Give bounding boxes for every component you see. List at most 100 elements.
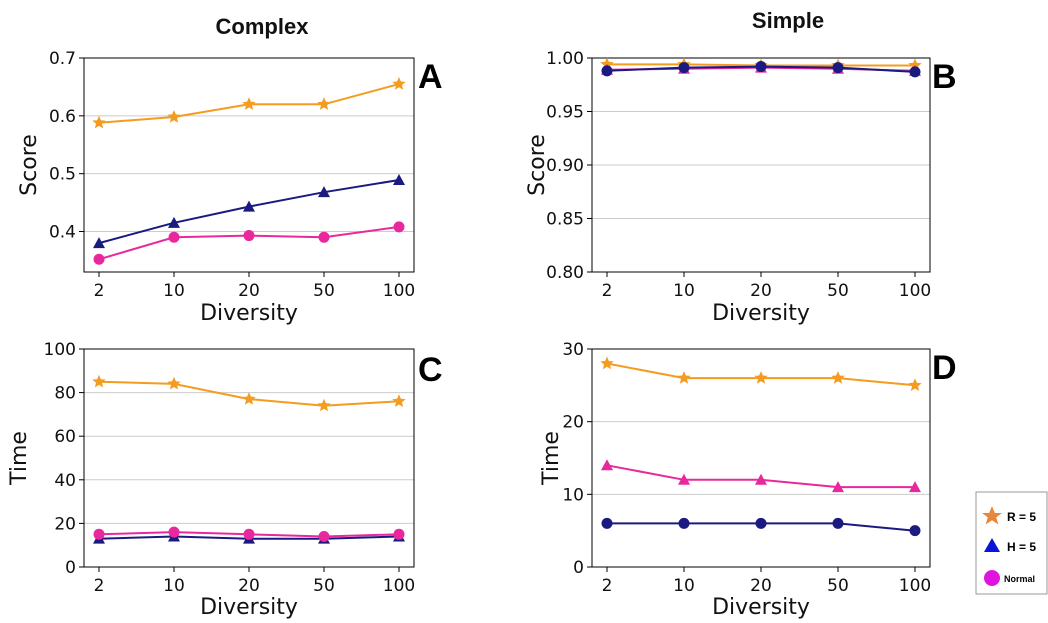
data-point-pink <box>93 528 105 540</box>
y-tick-label: 0.85 <box>546 210 584 230</box>
x-tick-label: 20 <box>750 281 772 301</box>
panel-c: 0 20 40 60 80 100 2 10 20 50 100 Diversity Time C <box>7 340 443 620</box>
x-tick-label: 20 <box>238 281 260 301</box>
x-tick-label: 10 <box>163 576 185 596</box>
x-tick-label: 50 <box>827 281 849 301</box>
x-axis-label: Diversity <box>200 595 298 620</box>
y-tick-label: 0 <box>65 558 76 578</box>
plot-frame <box>591 348 931 568</box>
data-point-pink <box>243 230 255 242</box>
x-tick-label: 2 <box>602 576 613 596</box>
y-tick-label: 80 <box>54 384 76 404</box>
data-point-pink <box>755 473 767 485</box>
y-axis-label: Score <box>525 134 550 196</box>
panels: 0.40.50.60.72 10 20 50 100DiversityScoreA0.8… <box>7 49 957 620</box>
x-tick-label: 2 <box>94 576 105 596</box>
star-icon <box>982 506 1002 525</box>
plot-frame <box>83 348 415 568</box>
y-tick-label: 0.4 <box>49 223 76 243</box>
x-tick-label: 2 <box>602 281 613 301</box>
data-point-navy <box>832 517 844 529</box>
y-tick-label: 0.80 <box>546 263 584 283</box>
x-tick-label: 50 <box>827 576 849 596</box>
panel-letter-c: C <box>418 351 443 389</box>
data-point-orange <box>392 394 406 407</box>
plot-frame <box>591 57 931 273</box>
data-point-orange <box>167 110 181 123</box>
y-tick-label: 20 <box>562 413 584 433</box>
x-tick-label: 100 <box>899 576 931 596</box>
plot-frame <box>83 57 415 273</box>
y-tick-label: 40 <box>54 471 76 491</box>
y-axis-label: Score <box>17 134 42 196</box>
data-point-navy <box>678 62 690 74</box>
y-tick-label: 10 <box>562 485 584 505</box>
x-tick-label: 100 <box>383 576 415 596</box>
data-point-navy <box>678 517 690 529</box>
y-tick-label: 0.6 <box>49 107 76 127</box>
data-point-navy <box>318 186 330 198</box>
data-point-pink <box>318 530 330 542</box>
data-point-orange <box>317 398 331 412</box>
panel-b: 0.80 0.85 0.90 0.95 1.00 2 10 20 50 100 Diversity S… <box>525 49 957 326</box>
data-point-navy <box>601 65 613 77</box>
data-point-orange <box>677 371 691 384</box>
data-point-orange <box>92 374 106 388</box>
legend: R = 5 H = 5 Normal <box>975 491 1048 595</box>
data-point-pink <box>93 253 105 265</box>
data-point-orange <box>392 77 406 90</box>
data-point-navy <box>909 525 921 537</box>
data-point-pink <box>678 473 690 485</box>
x-tick-label: 10 <box>673 281 695 301</box>
y-tick-label: 20 <box>54 514 76 534</box>
y-tick-label: 1.00 <box>546 49 584 69</box>
data-point-orange <box>600 356 614 370</box>
column-title-complex: Complex <box>216 14 310 39</box>
data-point-orange <box>831 371 845 384</box>
data-point-navy <box>393 174 405 186</box>
y-tick-label: 0.7 <box>49 49 76 69</box>
x-tick-label: 20 <box>238 576 260 596</box>
data-point-navy <box>243 200 255 212</box>
data-point-orange <box>242 392 256 405</box>
data-point-navy <box>909 66 921 78</box>
legend-label-r: R = 5 <box>1007 510 1036 524</box>
data-point-pink <box>832 481 844 493</box>
data-point-navy <box>168 216 180 228</box>
y-tick-label: 0.90 <box>546 156 584 176</box>
x-tick-label: 100 <box>383 281 415 301</box>
x-tick-label: 20 <box>750 576 772 596</box>
y-tick-label: 0.5 <box>49 165 76 185</box>
data-point-orange <box>167 376 181 390</box>
panel-letter-a: A <box>418 58 443 96</box>
y-tick-label: 30 <box>562 340 584 360</box>
y-tick-label: 0.95 <box>546 103 584 123</box>
panel-letter-d: D <box>932 349 957 387</box>
data-point-navy <box>755 61 767 73</box>
data-point-pink <box>601 459 613 471</box>
data-point-orange <box>754 371 768 384</box>
panel-d: 0 10 20 30 2 10 20 50 100 Diversity Time D <box>539 340 957 620</box>
circle-icon <box>984 570 1000 586</box>
data-point-pink <box>243 528 255 540</box>
x-axis-label: Diversity <box>712 595 810 620</box>
data-point-orange <box>92 115 106 129</box>
data-point-pink <box>168 231 180 243</box>
triangle-icon <box>984 538 1000 552</box>
data-point-navy <box>601 517 613 529</box>
panel-a: 0.4 0.5 0.6 0.7 2 10 20 50 100 Diversity Score A <box>17 49 443 326</box>
data-point-pink <box>318 231 330 243</box>
data-point-orange <box>242 97 256 110</box>
x-tick-label: 50 <box>313 281 335 301</box>
panel-letter-b: B <box>932 58 957 96</box>
data-point-orange <box>908 378 922 391</box>
x-axis-label: Diversity <box>200 301 298 326</box>
y-tick-label: 60 <box>54 427 76 447</box>
data-point-navy <box>755 517 767 529</box>
y-tick-label: 0 <box>573 558 584 578</box>
data-point-pink <box>393 221 405 233</box>
x-tick-label: 2 <box>94 281 105 301</box>
y-axis-label: Time <box>539 431 564 486</box>
column-title-simple: Simple <box>752 8 824 33</box>
